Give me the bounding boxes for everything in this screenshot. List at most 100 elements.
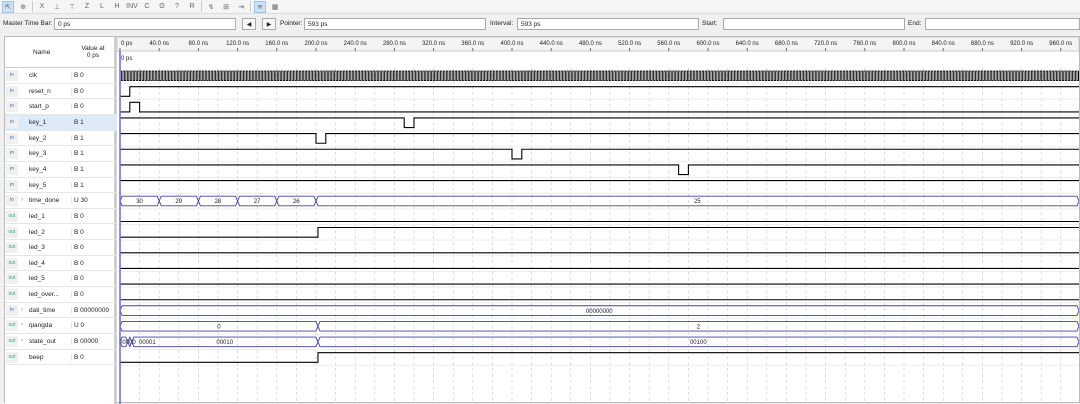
ruler-tick-label: 40.0 ns: [149, 41, 169, 47]
weak-high-icon[interactable]: H: [114, 3, 120, 10]
ruler-tick-label: 480.0 ns: [579, 41, 602, 47]
insert-time-icon[interactable]: ⇥: [238, 3, 244, 11]
set-high-icon[interactable]: ⊤: [68, 3, 76, 11]
bus-value-label: 0: [217, 324, 221, 330]
signal-value: B 0: [71, 275, 84, 283]
signal-value: B 0: [71, 103, 84, 111]
signal-row[interactable]: out led_3 B 0: [5, 240, 117, 256]
signal-row[interactable]: in › time_done U 30: [5, 193, 117, 209]
ruler-tick-label: 80.0 ns: [189, 41, 209, 47]
input-pin-icon: in: [6, 163, 18, 175]
input-pin-icon: in: [6, 132, 18, 144]
signal-row[interactable]: in clk B 0: [5, 68, 117, 84]
random-value-icon[interactable]: R: [189, 3, 195, 10]
ruler-tick-label: 200.0 ns: [304, 41, 327, 47]
output-pin-icon: out: [6, 257, 18, 269]
value-at-label: Value at: [81, 45, 105, 52]
signal-value: B 1: [71, 181, 84, 189]
time-ruler: [117, 37, 1079, 52]
set-low-icon[interactable]: ⊥: [53, 3, 61, 11]
signal-row[interactable]: out led_1 B 0: [5, 209, 117, 225]
end-field[interactable]: [925, 18, 1080, 30]
bus-value-label: 25: [694, 199, 701, 205]
signal-name: key_4: [29, 165, 47, 173]
signal-value: B 1: [71, 118, 84, 126]
time-bar: Master Time Bar: 0 ps ◀ ▶ Pointer: 593 p…: [0, 17, 1080, 31]
ruler-tick-label: 240.0 ns: [344, 41, 367, 47]
forcing-clock-icon[interactable]: ʘ: [159, 3, 165, 10]
signal-row[interactable]: out led_5 B 0: [5, 271, 117, 288]
snap-grid-icon[interactable]: ⊞: [223, 3, 229, 11]
signal-value: B 0: [71, 72, 84, 79]
cursor-time-label: 0 ps: [121, 56, 132, 62]
signal-name: led_5: [29, 275, 45, 283]
signal-list: Name Value at 0 ps in clk B 0 in reset_n B 0 in…: [5, 37, 117, 404]
input-pin-icon: in: [6, 70, 18, 81]
signal-name: key_1: [29, 118, 47, 126]
pointer-field[interactable]: 593 ps: [304, 18, 486, 30]
arbitrary-value-icon[interactable]: ?: [175, 3, 179, 10]
signal-name: key_3: [29, 150, 47, 158]
signal-row[interactable]: out led_over... B 0: [5, 287, 117, 303]
signal-row[interactable]: in key_2 B 1: [5, 131, 117, 147]
prev-transition-button[interactable]: ◀: [242, 18, 256, 30]
count-value-icon[interactable]: C: [144, 3, 150, 10]
expand-chevron-icon[interactable]: ›: [21, 321, 24, 329]
input-pin-icon: in: [6, 179, 18, 191]
bus-segment: [315, 195, 1079, 207]
high-impedance-icon[interactable]: Z: [84, 3, 90, 10]
expand-chevron-icon[interactable]: ›: [21, 305, 24, 313]
start-field[interactable]: [723, 18, 905, 30]
next-transition-button[interactable]: ▶: [262, 18, 276, 30]
signal-name: led_4: [29, 259, 45, 267]
master-time-bar-field[interactable]: 0 ps: [54, 18, 236, 30]
value-column-header[interactable]: Value at 0 ps: [71, 45, 115, 59]
signal-row[interactable]: out led_2 B 0: [5, 225, 117, 241]
signal-waveform: [120, 133, 1079, 144]
signal-row[interactable]: out led_4 B 0: [5, 256, 117, 272]
input-pin-icon: in: [6, 304, 18, 316]
toolbar-separator: [250, 1, 251, 12]
signal-name: state_out: [29, 338, 56, 346]
signal-row[interactable]: in key_5 B 1: [5, 178, 117, 194]
waveform-area[interactable]: 0 ps 40.0 ns 80.0 ns 120.0 ns 160.0 ns 200.0 …: [117, 37, 1079, 404]
signal-value: B 0: [71, 259, 84, 267]
signal-waveform: [120, 226, 1079, 238]
signal-row[interactable]: out › state_out B 00000: [5, 334, 117, 350]
output-pin-icon: out: [6, 226, 18, 238]
name-column-header[interactable]: Name: [33, 49, 51, 56]
signal-row[interactable]: out beep B 0: [5, 350, 117, 366]
ruler-tick-label: 960.0 ns: [1049, 41, 1072, 47]
output-pin-icon: out: [6, 289, 18, 301]
zoom-icon[interactable]: ⊕: [20, 3, 26, 11]
signal-row[interactable]: out › qiangda U 0: [5, 318, 117, 335]
signal-waveform: [120, 117, 1079, 129]
output-pin-icon: out: [6, 336, 18, 348]
set-unknown-icon[interactable]: X: [39, 3, 45, 10]
signal-waveform: [120, 164, 1079, 176]
interval-field[interactable]: 593 ps: [517, 18, 699, 30]
signal-row[interactable]: in key_3 B 1: [5, 146, 117, 162]
ruler-tick-label: 280.0 ns: [383, 41, 406, 47]
weak-low-icon[interactable]: L: [100, 3, 104, 10]
ruler-tick-label: 0 ps: [121, 41, 132, 47]
signal-row[interactable]: in start_p B 0: [5, 99, 117, 115]
overwrite-clock-icon[interactable]: ≋: [254, 0, 266, 13]
signal-row[interactable]: in reset_n B 0: [5, 84, 117, 100]
ruler-tick-label: 560.0 ns: [657, 41, 680, 47]
signal-name: led_2: [29, 228, 45, 236]
invert-icon[interactable]: INV: [126, 3, 138, 10]
signal-row[interactable]: in key_4 B 1: [5, 162, 117, 178]
input-pin-icon: in: [6, 101, 18, 113]
expand-chevron-icon[interactable]: ›: [21, 196, 24, 204]
input-pin-icon: in: [6, 148, 18, 160]
group-icon[interactable]: ▦: [271, 3, 279, 11]
output-pin-icon: out: [6, 320, 18, 332]
expand-chevron-icon[interactable]: ›: [21, 337, 24, 345]
signal-row[interactable]: in key_1 B 1: [5, 114, 117, 131]
signal-row[interactable]: in › dati_time B 00000000: [5, 303, 117, 319]
select-pointer-icon[interactable]: ⇱: [2, 0, 14, 13]
snap-to-transition-icon[interactable]: ↯: [208, 3, 214, 11]
signal-waveform: [120, 86, 1079, 97]
